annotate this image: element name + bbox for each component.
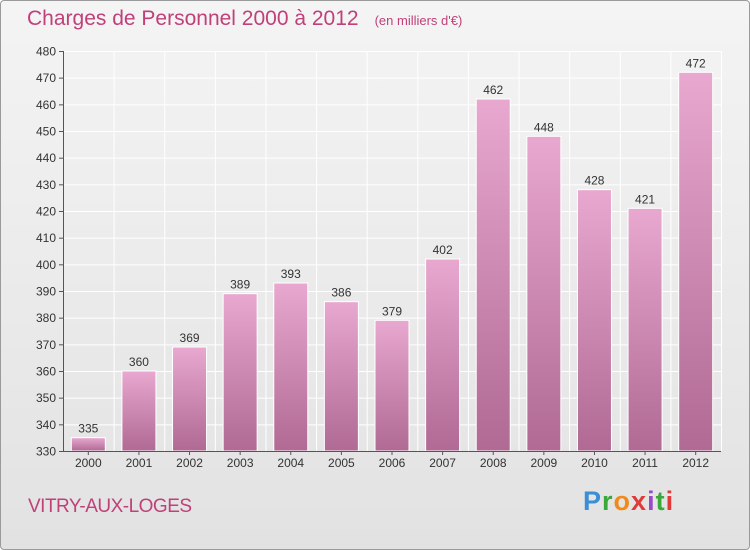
logo-letter: r (602, 486, 614, 516)
bar-2008 (475, 98, 511, 452)
data-label: 369 (180, 331, 200, 345)
x-tick-label: 2001 (126, 456, 153, 470)
data-label: 472 (686, 56, 706, 70)
bar-2005 (323, 301, 359, 452)
logo-letter: i (647, 486, 656, 516)
x-tick-label: 2011 (632, 456, 658, 470)
y-tick-label: 460 (36, 98, 56, 112)
y-tick-label: 420 (36, 205, 56, 219)
bar-2006 (374, 319, 410, 452)
y-tick-label: 480 (36, 45, 56, 59)
logo-letter: P (583, 486, 603, 516)
logo-letter: x (631, 486, 648, 516)
bar-2002 (172, 346, 208, 452)
chart-title-block: Charges de Personnel 2000 à 2012 (en mill… (27, 7, 462, 31)
y-tick-label: 340 (36, 418, 56, 432)
bar-2003 (222, 293, 258, 452)
data-label: 335 (78, 422, 98, 436)
data-label: 393 (281, 267, 301, 281)
x-tick-label: 2004 (277, 456, 304, 470)
y-tick-label: 350 (36, 391, 56, 405)
proxiti-logo: Proxiti (583, 486, 674, 517)
chart-title: Charges de Personnel 2000 à 2012 (27, 7, 359, 30)
x-tick-label: 2005 (328, 456, 355, 470)
y-tick-label: 380 (36, 311, 56, 325)
y-tick-label: 390 (36, 285, 56, 299)
chart-unit: (en milliers d'€) (374, 13, 463, 28)
bar-2012 (678, 71, 714, 452)
logo-letter: i (665, 486, 675, 516)
y-tick-label: 430 (36, 178, 56, 192)
bar-2000 (70, 437, 106, 452)
x-tick-label: 2003 (227, 456, 254, 470)
data-label: 386 (331, 286, 351, 300)
x-tick-label: 2008 (480, 456, 507, 470)
bar-2001 (121, 370, 157, 452)
y-tick-label: 450 (36, 125, 56, 139)
data-label: 360 (129, 355, 149, 369)
y-tick-label: 370 (36, 338, 56, 352)
data-label: 448 (534, 120, 554, 134)
x-tick-label: 2007 (429, 456, 456, 470)
bar-2004 (273, 282, 309, 452)
bar-2010 (576, 189, 612, 452)
bar-2009 (526, 135, 562, 452)
bar-2007 (425, 258, 461, 452)
y-tick-label: 400 (36, 258, 56, 272)
city-name: VITRY-AUX-LOGES (28, 496, 192, 517)
y-tick-label: 330 (36, 445, 56, 459)
data-label: 428 (584, 174, 604, 188)
data-label: 421 (635, 192, 655, 206)
y-tick-label: 360 (36, 365, 56, 379)
x-tick-label: 2012 (682, 456, 709, 470)
y-tick-label: 440 (36, 151, 56, 165)
x-tick-label: 2000 (75, 456, 102, 470)
logo-letter: o (613, 486, 632, 516)
bar-2011 (627, 207, 663, 452)
x-tick-label: 2010 (581, 456, 608, 470)
data-label: 462 (483, 83, 503, 97)
data-label: 402 (433, 243, 453, 257)
data-label: 389 (230, 278, 250, 292)
y-tick-label: 470 (36, 71, 56, 85)
logo-letter: t (655, 486, 666, 516)
x-tick-label: 2006 (379, 456, 406, 470)
x-tick-label: 2009 (530, 456, 557, 470)
data-label: 379 (382, 304, 402, 318)
x-tick-label: 2002 (176, 456, 203, 470)
y-tick-label: 410 (36, 231, 56, 245)
